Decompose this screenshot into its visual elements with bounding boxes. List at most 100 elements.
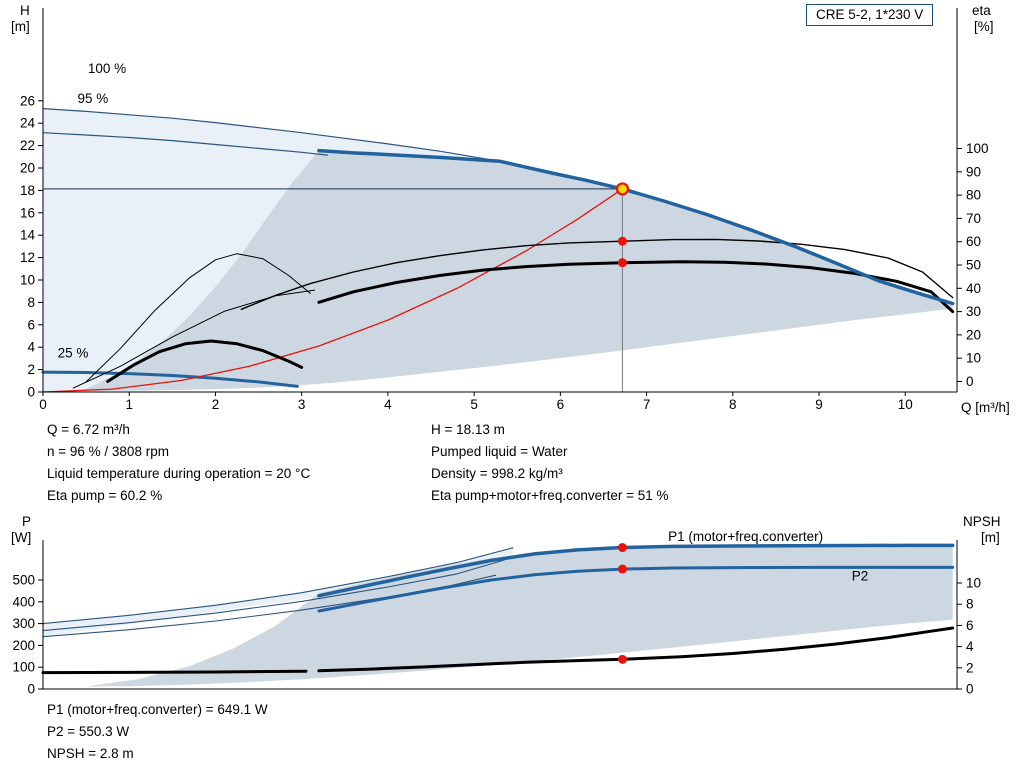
eta-arc-thick <box>106 339 304 383</box>
p-axis-unit: [W] <box>11 530 32 545</box>
light-region <box>43 547 513 638</box>
eta-pump-curve <box>240 238 954 310</box>
svg-text:0: 0 <box>27 682 35 697</box>
svg-text:90: 90 <box>966 164 981 179</box>
operating-envelope <box>79 150 953 392</box>
control-curve-red <box>42 188 624 393</box>
speed-100pct-curve <box>42 107 501 162</box>
eta-total-curve <box>317 260 955 314</box>
info-head: H = 18.13 m <box>431 422 505 437</box>
svg-text:4: 4 <box>27 340 35 355</box>
svg-text:14: 14 <box>20 228 36 243</box>
svg-text:400: 400 <box>12 594 35 609</box>
svg-text:0: 0 <box>27 385 35 400</box>
npsh-low-speed-line <box>41 669 308 675</box>
curve-value-marker <box>617 543 627 553</box>
svg-text:6: 6 <box>557 397 565 412</box>
svg-text:24: 24 <box>20 116 36 131</box>
svg-text:200: 200 <box>12 638 35 653</box>
eta-arc-thin-1 <box>85 253 311 383</box>
info-liquid: Pumped liquid = Water <box>431 444 568 459</box>
svg-text:10: 10 <box>20 273 35 288</box>
svg-text:2: 2 <box>27 362 35 377</box>
svg-text:18: 18 <box>20 183 35 198</box>
svg-text:8: 8 <box>27 295 35 310</box>
duty-point-marker <box>615 182 630 196</box>
svg-text:12: 12 <box>20 250 35 265</box>
svg-text:300: 300 <box>12 616 35 631</box>
eta-arc-thin-2 <box>72 289 316 389</box>
duty-info-left-column: Q = 6.72 m³/h n = 96 % / 3808 rpm Liquid… <box>47 419 310 507</box>
speed-25pct-curve <box>41 370 299 388</box>
svg-text:10: 10 <box>898 397 913 412</box>
p2-curve <box>317 565 955 613</box>
curve-value-marker <box>617 564 627 574</box>
svg-text:100: 100 <box>12 660 35 675</box>
svg-text:10: 10 <box>966 576 981 591</box>
svg-text:0: 0 <box>39 397 47 412</box>
pump-curve-current-speed <box>317 148 955 306</box>
svg-text:7: 7 <box>643 397 651 412</box>
svg-text:P1 (motor+freq.converter): P1 (motor+freq.converter) <box>668 529 823 544</box>
svg-text:8: 8 <box>729 397 737 412</box>
svg-text:6: 6 <box>966 618 974 633</box>
q-axis-label: Q [m³/h] <box>961 400 1010 415</box>
operating-envelope <box>86 545 953 687</box>
svg-text:20: 20 <box>20 161 35 176</box>
eta-axis-title: eta <box>972 3 991 18</box>
npsh-axis-title: NPSH <box>963 514 1001 529</box>
eta-axis-unit: [%] <box>974 19 994 34</box>
svg-text:100 %: 100 % <box>88 61 126 76</box>
svg-text:22: 22 <box>20 138 35 153</box>
svg-text:1: 1 <box>125 397 133 412</box>
svg-text:60: 60 <box>966 234 981 249</box>
info-temperature: Liquid temperature during operation = 20… <box>47 466 311 481</box>
svg-text:2: 2 <box>966 660 974 675</box>
p1-curve <box>317 543 955 598</box>
p-thin-line-b <box>42 559 505 632</box>
svg-text:25 %: 25 % <box>58 345 89 360</box>
curve-value-marker <box>617 654 627 664</box>
h-axis-title: H <box>20 3 30 18</box>
info-density: Density = 998.2 kg/m³ <box>431 466 563 481</box>
svg-text:P2: P2 <box>852 568 869 583</box>
svg-text:4: 4 <box>384 397 392 412</box>
curve-value-marker <box>617 236 627 246</box>
result-npsh: NPSH = 2.8 m <box>47 746 134 761</box>
duty-info-right-column: H = 18.13 m Pumped liquid = Water Densit… <box>431 419 669 507</box>
svg-text:5: 5 <box>470 397 478 412</box>
svg-text:20: 20 <box>966 327 981 342</box>
svg-text:8: 8 <box>966 597 974 612</box>
svg-text:80: 80 <box>966 188 981 203</box>
svg-text:2: 2 <box>212 397 220 412</box>
svg-text:16: 16 <box>20 205 35 220</box>
speed-95pct-curve <box>42 132 329 156</box>
info-speed: n = 96 % / 3808 rpm <box>47 444 169 459</box>
svg-text:100: 100 <box>966 141 989 156</box>
svg-text:4: 4 <box>966 639 974 654</box>
svg-text:6: 6 <box>27 317 35 332</box>
result-p2: P2 = 550.3 W <box>47 724 130 739</box>
curve-value-marker <box>617 258 627 268</box>
svg-text:40: 40 <box>966 281 981 296</box>
p-axis-title: P <box>22 514 32 529</box>
info-eta-pump: Eta pump = 60.2 % <box>47 488 163 503</box>
svg-text:9: 9 <box>815 397 823 412</box>
svg-text:500: 500 <box>12 573 35 588</box>
svg-text:10: 10 <box>966 351 981 366</box>
svg-text:30: 30 <box>966 304 981 319</box>
svg-text:0: 0 <box>966 682 974 697</box>
npsh-axis-unit: [m] <box>981 530 1000 545</box>
svg-text:0: 0 <box>966 374 974 389</box>
light-region <box>43 108 500 392</box>
power-results-column: P1 (motor+freq.converter) = 649.1 W P2 =… <box>47 699 268 765</box>
svg-text:50: 50 <box>966 258 981 273</box>
svg-text:26: 26 <box>20 93 35 108</box>
svg-text:70: 70 <box>966 211 981 226</box>
svg-text:3: 3 <box>298 397 306 412</box>
p-thin-line-a <box>42 547 514 625</box>
npsh-curve <box>317 626 955 673</box>
h-axis-unit: [m] <box>11 19 30 34</box>
